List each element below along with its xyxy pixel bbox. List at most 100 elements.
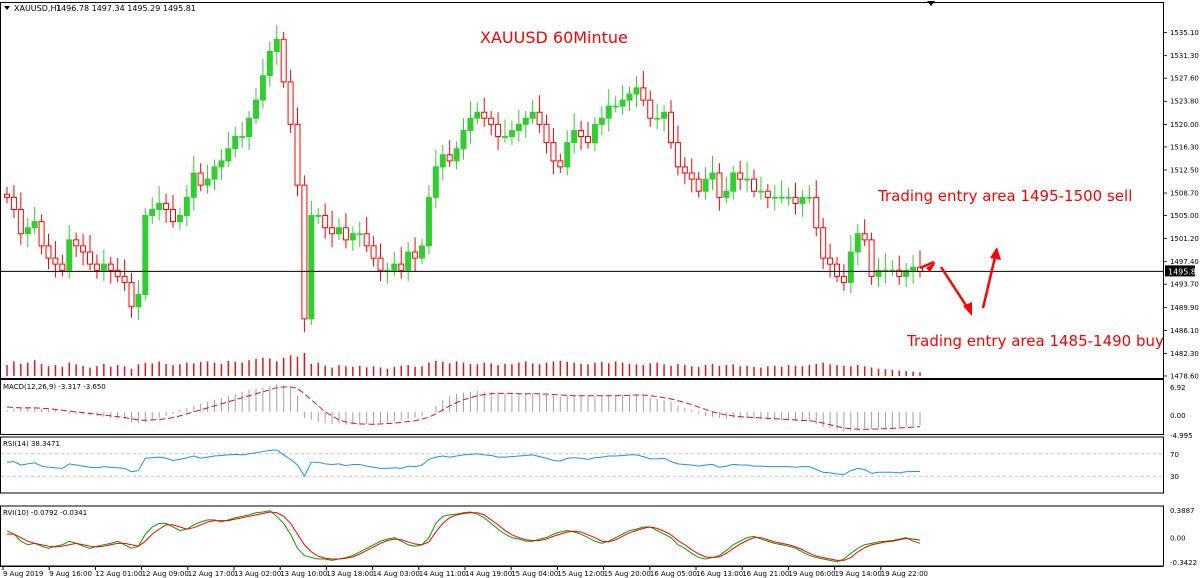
candle-body	[641, 88, 646, 100]
candle-body	[807, 197, 812, 198]
candle-body	[503, 137, 508, 138]
arrow-up-line	[981, 252, 998, 309]
candle-body	[11, 197, 16, 209]
candle-body	[406, 252, 411, 270]
candle-body	[717, 173, 722, 197]
candle-body	[669, 112, 674, 142]
candle-body	[254, 100, 259, 118]
rsi-label: RSI(14) 38.3471	[3, 440, 60, 448]
price-tick-label: 1501.20	[1170, 235, 1199, 243]
candle-body	[841, 276, 846, 282]
candle-body	[171, 209, 176, 221]
candle-body	[67, 240, 72, 270]
rsi-line	[6, 449, 921, 478]
time-tick-label: 12 Aug 01:00	[95, 570, 142, 578]
price-tick-label: 1493.70	[1170, 281, 1199, 289]
candle-body	[233, 137, 238, 149]
candle-body	[855, 234, 860, 252]
candle-body	[468, 118, 473, 130]
candle-body	[205, 179, 210, 185]
time-tick-label: 12 Aug 09:00	[142, 570, 189, 578]
candle-body	[461, 130, 466, 148]
candle-body	[496, 124, 501, 136]
candle-body	[157, 203, 162, 209]
arrowhead-up-icon	[990, 247, 1001, 260]
main-price-pane[interactable]	[0, 2, 1164, 379]
candle-body	[60, 264, 65, 270]
pane-frames	[0, 2, 1164, 435]
candle-body	[39, 222, 44, 246]
candle-body	[655, 118, 660, 119]
candle-body	[793, 197, 798, 203]
chart-shift-triangle-down-icon[interactable]	[927, 1, 935, 6]
candle-body	[703, 179, 708, 191]
candle-body	[323, 216, 328, 228]
candle-body	[413, 252, 418, 258]
rvi-signal-line	[7, 511, 921, 561]
candle-body	[627, 94, 632, 100]
price-tick-label: 1482.30	[1170, 350, 1199, 358]
buy-area-annotation: Trading entry area 1485-1490 buy	[906, 332, 1164, 350]
candle-body	[32, 222, 37, 228]
time-tick-label: 16 Aug 21:00	[742, 570, 789, 578]
candle-body	[88, 252, 93, 264]
candle-body	[454, 149, 459, 161]
candle-body	[634, 88, 639, 94]
rvi-label: RVI(10) -0.0792 -0.0341	[3, 509, 87, 517]
candle-body	[696, 179, 701, 191]
price-axis: 1535.10 1531.30 1527.60 1523.80 1520.00 1516.…	[1163, 29, 1199, 380]
candle-body	[5, 194, 10, 197]
candle-body	[184, 197, 189, 215]
candle-body	[364, 234, 369, 246]
rvi-tick-label: 0.00	[1170, 535, 1186, 543]
time-tick-label: 19 Aug 14:00	[835, 570, 882, 578]
candle-body	[371, 246, 376, 258]
time-tick-label: 9 Aug 16:00	[49, 570, 92, 578]
macd-tick-label: 6.92	[1170, 384, 1186, 392]
price-tick-label: 1478.60	[1170, 372, 1199, 380]
price-tick-label: 1489.90	[1170, 304, 1199, 312]
candle-body	[150, 209, 155, 215]
candle-body	[25, 228, 30, 234]
candle-body	[489, 118, 494, 124]
candle-body	[758, 191, 763, 192]
triangle-down-icon[interactable]	[4, 6, 10, 10]
candle-body	[18, 209, 23, 233]
candle-body	[378, 258, 383, 270]
candle-body	[295, 124, 300, 185]
candle-body	[74, 240, 79, 246]
candle-body	[738, 173, 743, 179]
candle-body	[260, 76, 265, 100]
time-tick-label: 15 Aug 12:00	[557, 570, 604, 578]
arrowhead-icon	[926, 262, 936, 272]
candle-body	[516, 124, 521, 130]
candle-body	[53, 258, 58, 264]
time-tick-label: 15 Aug 20:00	[604, 570, 651, 578]
candle-body	[745, 179, 750, 180]
macd-tick-label: -4.995	[1170, 432, 1193, 440]
symbol-header: XAUUSD,H1 1496.78 1497.34 1495.29 1495.8…	[4, 4, 196, 13]
time-tick-label: 16 Aug 13:00	[696, 570, 743, 578]
price-tick-label: 1512.50	[1170, 166, 1199, 174]
candle-body	[897, 270, 902, 276]
candle-body	[343, 228, 348, 240]
time-tick-label: 13 Aug 18:00	[326, 570, 373, 578]
candle-body	[648, 100, 653, 118]
candle-body	[302, 185, 307, 319]
time-tick-label: 9 Aug 2019	[3, 570, 43, 578]
rvi-pane-frame[interactable]	[0, 505, 1164, 567]
candle-body	[316, 216, 321, 217]
rsi-indicator: 70 30	[0, 436, 1179, 494]
macd-pane[interactable]	[0, 379, 1164, 435]
candle-body	[198, 173, 203, 185]
rsi-pane-frame[interactable]	[0, 436, 1164, 494]
candle-body	[786, 197, 791, 198]
price-tick-label: 1527.60	[1170, 75, 1199, 83]
price-tick-label: 1531.30	[1170, 52, 1199, 60]
price-tick-label: 1497.40	[1170, 258, 1199, 266]
arrow-up-short	[919, 260, 935, 270]
arrow-down-line	[939, 266, 971, 311]
candle-body	[592, 124, 597, 142]
